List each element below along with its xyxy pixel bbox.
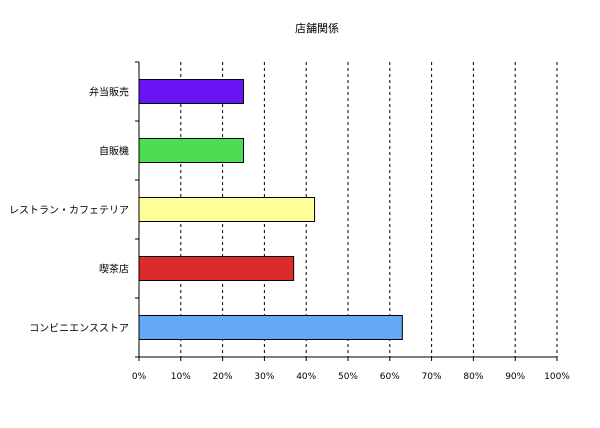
x-tick-label: 50% [338,372,358,382]
x-tick-label: 0% [132,372,147,382]
x-tick-label: 10% [171,372,191,382]
bars [138,79,403,340]
category-label: レストラン・カフェテリア [9,205,129,217]
category-label: 自販機 [99,145,129,158]
x-tick-label: 90% [505,372,525,382]
category-label: 弁当販売 [89,86,129,99]
x-tick-label: 60% [380,372,400,382]
x-tick-label: 70% [422,372,442,382]
bar [138,197,316,222]
chart-title: 店舗関係 [295,21,339,35]
x-tick-label: 100% [544,372,570,382]
bar [138,79,244,104]
x-tick-label: 30% [254,372,274,382]
bar [138,138,244,163]
x-tick-label: 80% [463,372,483,382]
x-tick-label: 20% [213,372,233,382]
axes [135,61,558,361]
x-tick-label: 40% [296,372,316,382]
tick-labels: 0% 10% 20% 30% 40% 50% 60% 70% 80% 90% 100% [132,372,570,382]
category-label: コンビニエンスストア [29,323,129,335]
category-label: 喫茶店 [99,263,129,276]
grid-lines [180,62,558,357]
bar [138,256,295,281]
bar [138,315,403,340]
